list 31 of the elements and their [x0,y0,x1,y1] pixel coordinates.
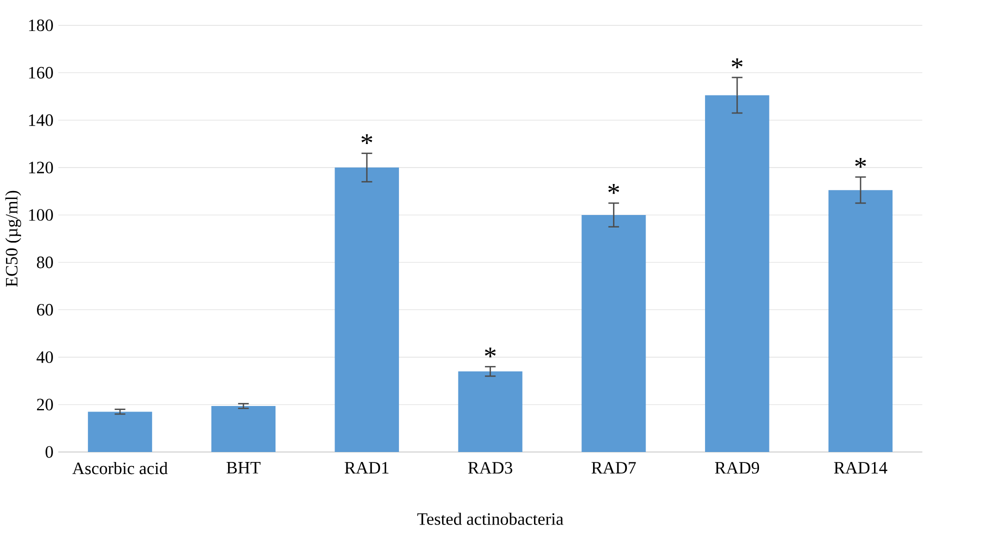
annotation: * [361,134,372,144]
annotation: * [484,348,496,358]
y-tick-label: 140 [29,114,53,126]
bar [582,214,646,452]
x-tick-label: RAD1 [344,462,388,474]
annotation: * [608,184,620,194]
annotation: * [855,158,866,168]
bar [211,406,276,452]
y-tick-label: 160 [29,66,53,79]
y-tick-label: 40 [36,351,53,364]
x-tick-label: RAD7 [592,462,636,474]
x-axis-title: Tested actinobacteria [417,512,564,525]
y-tick-label: 120 [29,162,53,174]
x-tick-label: Ascorbic acid [72,462,168,474]
bar [705,95,770,452]
y-tick-label: 20 [37,398,53,410]
annotation: * [732,58,743,68]
bar [458,371,522,452]
x-tick-label: RAD14 [834,462,888,474]
y-tick-label: 100 [29,209,53,221]
y-tick-label: 80 [36,256,53,268]
bar [334,168,399,452]
bar [88,412,152,452]
y-tick-label: 0 [46,446,53,458]
y-axis-title: EC50 (µg/ml) [5,190,22,287]
bar [828,190,893,452]
x-tick-label: BHT [226,462,260,474]
x-tick-label: RAD9 [715,462,760,474]
y-tick-label: 60 [37,304,53,316]
y-tick-label: 180 [29,19,53,32]
x-tick-label: RAD3 [468,462,512,474]
